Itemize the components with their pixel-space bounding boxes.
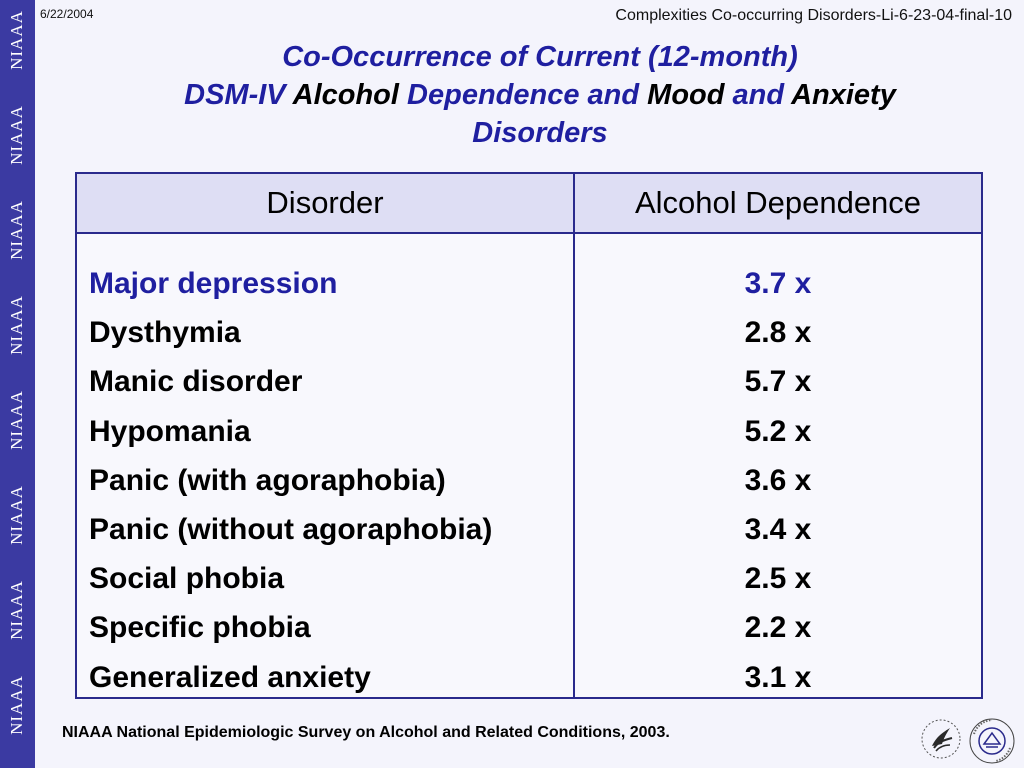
title-line-1: Co-Occurrence of Current (12-month) [282, 41, 798, 73]
niaaa-sidebar-label: NIAAA [2, 390, 32, 450]
table-row: Panic (with agoraphobia) 3.6 x [77, 457, 981, 506]
header-alcohol-dependence: Alcohol Dependence [634, 185, 922, 220]
niaaa-sidebar-label: NIAAA [2, 105, 32, 165]
title-dependence: Dependence and [407, 79, 640, 111]
disorder-name: Specific phobia [89, 611, 311, 645]
disorder-name: Hypomania [89, 414, 251, 448]
alcohol-dependence-value: 3.1 x [744, 660, 812, 694]
disorder-name: Dysthymia [89, 316, 241, 350]
niaaa-sidebar-label: NIAAA [2, 10, 32, 70]
table-header: Disorder Alcohol Dependence [77, 174, 981, 234]
disorder-name: Panic (with agoraphobia) [89, 463, 446, 497]
alcohol-dependence-value: 5.2 x [744, 414, 812, 448]
niaaa-sidebar-label: NIAAA [2, 485, 32, 545]
niaaa-sidebar-label: NIAAA [2, 295, 32, 355]
title-line-2: DSM-IV Alcohol Dependence and Mood and A… [60, 76, 1020, 114]
alcohol-dependence-value: 2.5 x [744, 562, 812, 596]
alcohol-dependence-value: 3.4 x [744, 512, 812, 546]
alcohol-dependence-value: 2.8 x [744, 316, 812, 350]
slide-date: 6/22/2004 [40, 7, 94, 21]
niaaa-sidebar-text: NIAAA [7, 295, 26, 355]
table-row: Major depression 3.7 x [77, 260, 981, 309]
alcohol-dependence-value: 2.2 x [744, 611, 812, 645]
disorder-name: Major depression [89, 267, 338, 300]
table-row: Hypomania 5.2 x [77, 408, 981, 457]
niaaa-sidebar-label: NIAAA [2, 200, 32, 260]
disorder-name: Generalized anxiety [89, 660, 371, 694]
title-dsm: DSM-IV [184, 79, 286, 111]
disorder-name: Manic disorder [89, 365, 303, 399]
table-row: Dysthymia 2.8 x [77, 309, 981, 358]
disorder-table: Disorder Alcohol Dependence Major depres… [75, 172, 983, 699]
alcohol-dependence-value: 3.6 x [744, 463, 812, 497]
disorder-name: Panic (without agoraphobia) [89, 512, 493, 546]
niaaa-sidebar-text: NIAAA [7, 580, 26, 640]
disorder-name: Social phobia [89, 562, 285, 596]
niaaa-sidebar-text: NIAAA [7, 485, 26, 545]
table-row: Panic (without agoraphobia) 3.4 x [77, 506, 981, 555]
table-body: Major depression 3.7 x Dysthymia 2.8 x Manic… [77, 260, 981, 703]
table-row: Manic disorder 5.7 x [77, 358, 981, 407]
table-row: Specific phobia 2.2 x [77, 604, 981, 653]
title-alcohol: Alcohol [292, 79, 399, 111]
niaaa-sidebar-text: NIAAA [7, 200, 26, 260]
alcohol-dependence-value: 3.7 x [744, 267, 812, 300]
title-and: and [732, 79, 785, 111]
nih-seal-icon [969, 718, 1015, 764]
alcohol-dependence-value: 5.7 x [744, 365, 812, 399]
niaaa-sidebar-text: NIAAA [7, 390, 26, 450]
niaaa-sidebar-label: NIAAA [2, 580, 32, 640]
niaaa-sidebar-text: NIAAA [7, 105, 26, 165]
header-disorder: Disorder [266, 185, 384, 220]
hhs-eagle-icon [921, 719, 961, 759]
niaaa-sidebar: NIAAA NIAAA NIAAA NIAAA NIAAA NIAAA NIAAA NIAAA [0, 0, 35, 768]
niaaa-sidebar-label: NIAAA [2, 675, 32, 735]
niaaa-sidebar-text: NIAAA [7, 675, 26, 735]
column-divider [573, 174, 575, 697]
title-anxiety: Anxiety [791, 79, 896, 111]
title-line-3: Disorders [472, 117, 608, 149]
file-title: Complexities Co-occurring Disorders-Li-6… [615, 7, 1012, 24]
title-mood: Mood [647, 79, 725, 111]
source-note: NIAAA National Epidemiologic Survey on A… [62, 724, 670, 741]
table-row: Social phobia 2.5 x [77, 555, 981, 604]
niaaa-sidebar-text: NIAAA [7, 10, 26, 70]
slide-title: Co-Occurrence of Current (12-month) DSM-… [60, 38, 1020, 152]
table-row: Generalized anxiety 3.1 x [77, 654, 981, 703]
